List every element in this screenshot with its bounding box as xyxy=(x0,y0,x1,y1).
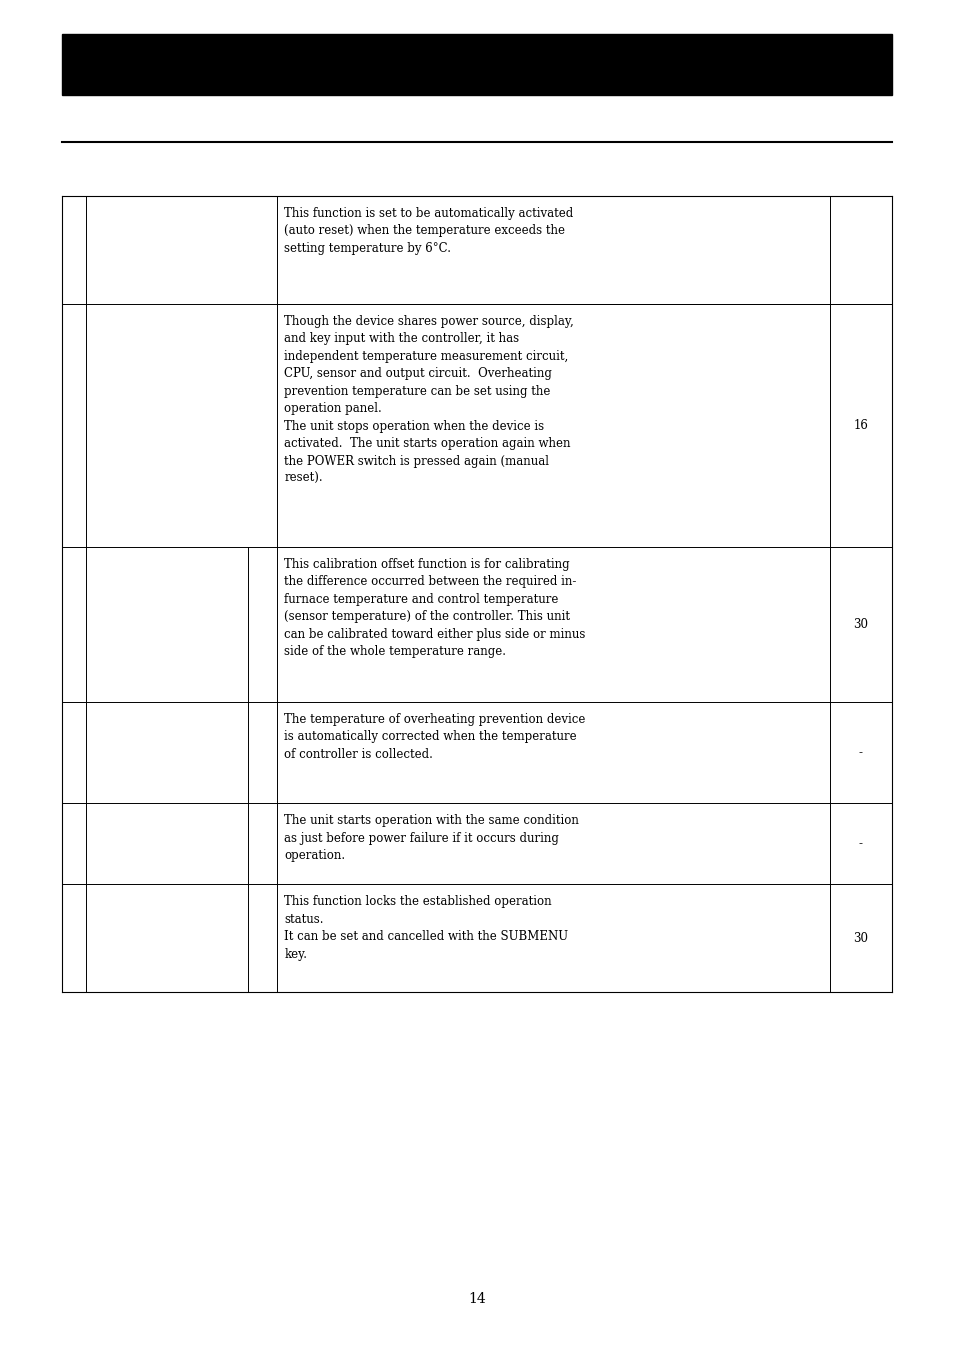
Text: -: - xyxy=(858,747,862,759)
Text: Though the device shares power source, display,
and key input with the controlle: Though the device shares power source, d… xyxy=(284,315,574,485)
Text: 30: 30 xyxy=(853,618,867,630)
Text: The temperature of overheating prevention device
is automatically corrected when: The temperature of overheating preventio… xyxy=(284,713,585,761)
Text: This function locks the established operation
status.
It can be set and cancelle: This function locks the established oper… xyxy=(284,895,568,961)
Text: -: - xyxy=(858,837,862,850)
Text: The unit starts operation with the same condition
as just before power failure i: The unit starts operation with the same … xyxy=(284,814,578,863)
Bar xyxy=(62,34,891,94)
Text: 14: 14 xyxy=(468,1292,485,1305)
Text: This function is set to be automatically activated
(auto reset) when the tempera: This function is set to be automatically… xyxy=(284,207,573,255)
Text: This calibration offset function is for calibrating
the difference occurred betw: This calibration offset function is for … xyxy=(284,558,585,657)
Text: 30: 30 xyxy=(853,931,867,945)
Text: 16: 16 xyxy=(853,418,867,432)
